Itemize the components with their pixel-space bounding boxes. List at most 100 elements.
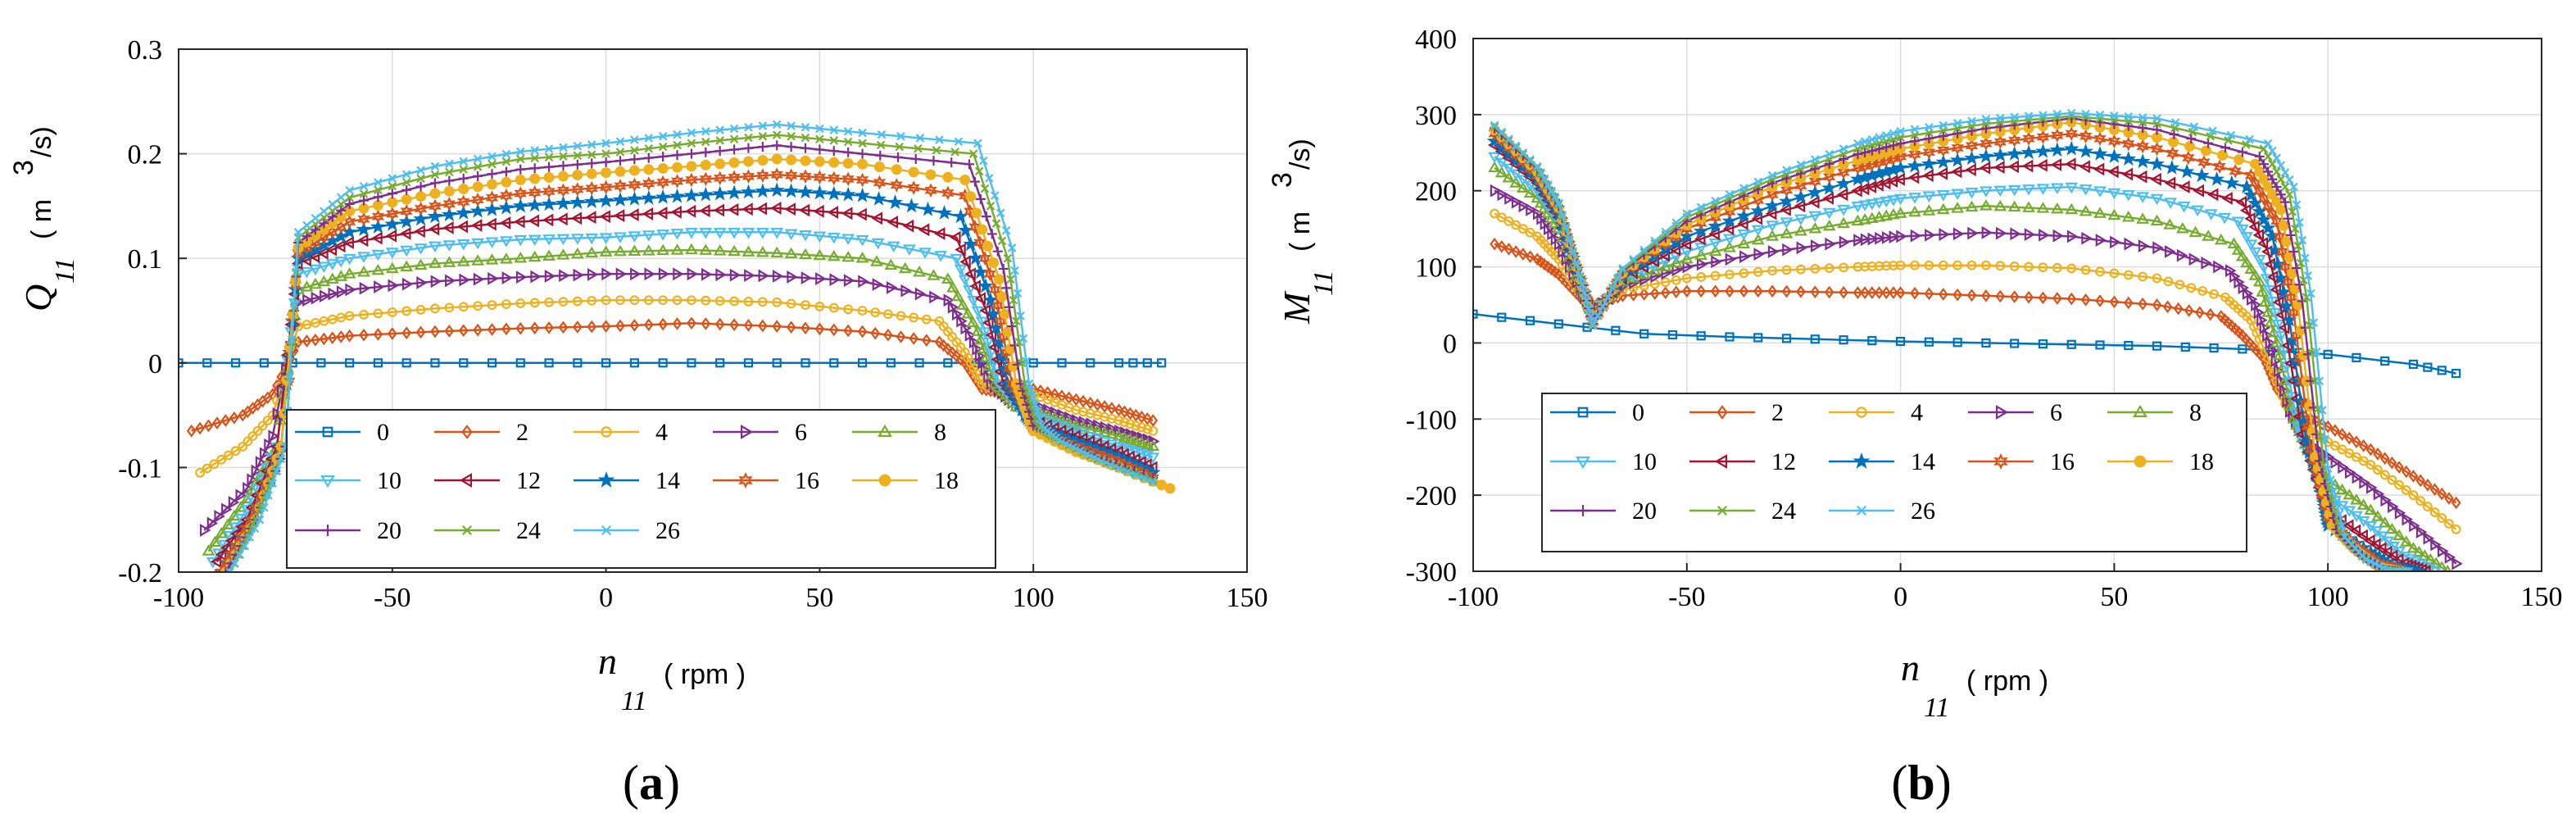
series-marker-6	[2444, 551, 2456, 564]
series-marker-24	[876, 140, 886, 150]
series-marker-4	[963, 352, 973, 363]
series-marker-14	[1807, 184, 1823, 200]
series-marker-6	[1725, 252, 1737, 266]
series-marker-2	[1092, 398, 1103, 411]
series-marker-6	[320, 289, 331, 303]
series-marker-6	[2344, 466, 2356, 479]
series-marker-18	[401, 193, 412, 205]
series-marker-14	[1793, 189, 1809, 204]
series-marker-26	[2306, 289, 2315, 298]
legend-entry-24: 24	[1689, 498, 1796, 525]
series-marker-26	[2334, 510, 2344, 519]
series-marker-20	[387, 189, 397, 199]
series-marker-12	[215, 548, 227, 561]
series-marker-6	[887, 281, 898, 294]
series-marker-26	[2332, 498, 2341, 507]
y-tick-label: 0	[1443, 329, 1457, 359]
series-marker-4	[965, 357, 976, 368]
series-marker-2	[1739, 284, 1749, 298]
series-marker-2	[947, 346, 957, 359]
series-marker-12	[2256, 237, 2269, 250]
series-marker-16	[2122, 136, 2135, 152]
series-marker-20	[1952, 128, 1963, 139]
series-marker-20	[857, 148, 868, 159]
series-marker-26	[1016, 311, 1025, 320]
series-marker-16	[2136, 139, 2149, 154]
series-marker-8	[956, 298, 970, 310]
series-marker-4	[909, 312, 919, 323]
series-marker-24	[630, 146, 639, 155]
series-marker-6	[2437, 544, 2449, 558]
series-marker-8	[400, 260, 414, 272]
series-marker-20	[1810, 163, 1821, 174]
series-marker-10	[642, 230, 655, 242]
series-marker-10	[1886, 195, 1900, 207]
series-marker-8	[2093, 207, 2107, 218]
series-marker-2	[909, 332, 919, 345]
series-marker-2	[1725, 284, 1735, 298]
series-marker-14	[683, 187, 700, 202]
series-marker-4	[238, 441, 248, 452]
series-marker-8	[1865, 211, 1879, 224]
series-marker-6	[2451, 557, 2463, 570]
series-marker-0	[2352, 352, 2361, 362]
series-marker-6	[247, 473, 258, 487]
series-marker-24	[416, 174, 425, 184]
series-marker-4	[487, 300, 497, 311]
series-marker-12	[1794, 199, 1806, 213]
series-marker-14	[2209, 170, 2225, 186]
series-marker-26	[1540, 174, 1549, 184]
series-marker-2	[2352, 435, 2361, 448]
series-marker-20	[220, 567, 231, 572]
series-marker-0	[316, 358, 326, 368]
series-marker-10	[967, 295, 981, 307]
series-marker-20	[843, 147, 854, 157]
series-marker-12	[1851, 184, 1862, 198]
series-marker-20	[875, 150, 886, 161]
series-marker-8	[2273, 348, 2287, 361]
series-marker-10	[1488, 152, 1502, 164]
series-marker-24	[336, 199, 346, 209]
series-marker-26	[293, 228, 303, 237]
series-marker-24	[587, 150, 596, 159]
series-marker-12	[2235, 195, 2247, 209]
series-marker-8	[1737, 237, 1751, 249]
series-marker-26	[255, 515, 265, 525]
series-marker-10	[206, 557, 220, 569]
series-marker-4	[1767, 266, 1778, 276]
series-marker-2	[2205, 307, 2215, 321]
series-marker-18	[458, 184, 469, 195]
series-marker-2	[1881, 286, 1892, 299]
series-marker-18	[628, 165, 640, 176]
series-marker-2	[2009, 290, 2020, 303]
series-marker-8	[1780, 227, 1794, 239]
series-marker-4	[359, 309, 369, 320]
series-marker-10	[784, 229, 798, 240]
series-marker-26	[1035, 414, 1045, 424]
series-marker-20	[319, 218, 329, 229]
series-marker-24	[445, 167, 454, 177]
series-marker-24	[1661, 230, 1670, 239]
series-marker-6	[501, 271, 514, 284]
series-marker-4	[401, 306, 412, 316]
series-marker-14	[986, 306, 1001, 321]
series-marker-8	[813, 248, 827, 261]
series-marker-18	[965, 191, 977, 202]
x-label-symbol: n	[598, 640, 617, 682]
series-marker-26	[1639, 245, 1649, 255]
series-marker-2	[938, 339, 949, 352]
series-marker-2	[2337, 428, 2347, 441]
series-marker-26	[1561, 223, 1571, 232]
series-marker-20	[910, 153, 921, 164]
series-marker-14	[712, 185, 728, 201]
series-marker-4	[243, 436, 253, 447]
series-marker-4	[1660, 277, 1671, 288]
x-label-unit: ( rpm )	[664, 659, 746, 690]
series-marker-12	[855, 207, 867, 221]
series-marker-26	[772, 120, 782, 130]
series-marker-2	[2415, 474, 2426, 488]
series-marker-20	[964, 159, 974, 170]
series-marker-8	[1858, 213, 1872, 225]
series-marker-6	[1671, 263, 1683, 277]
series-marker-4	[473, 301, 483, 311]
